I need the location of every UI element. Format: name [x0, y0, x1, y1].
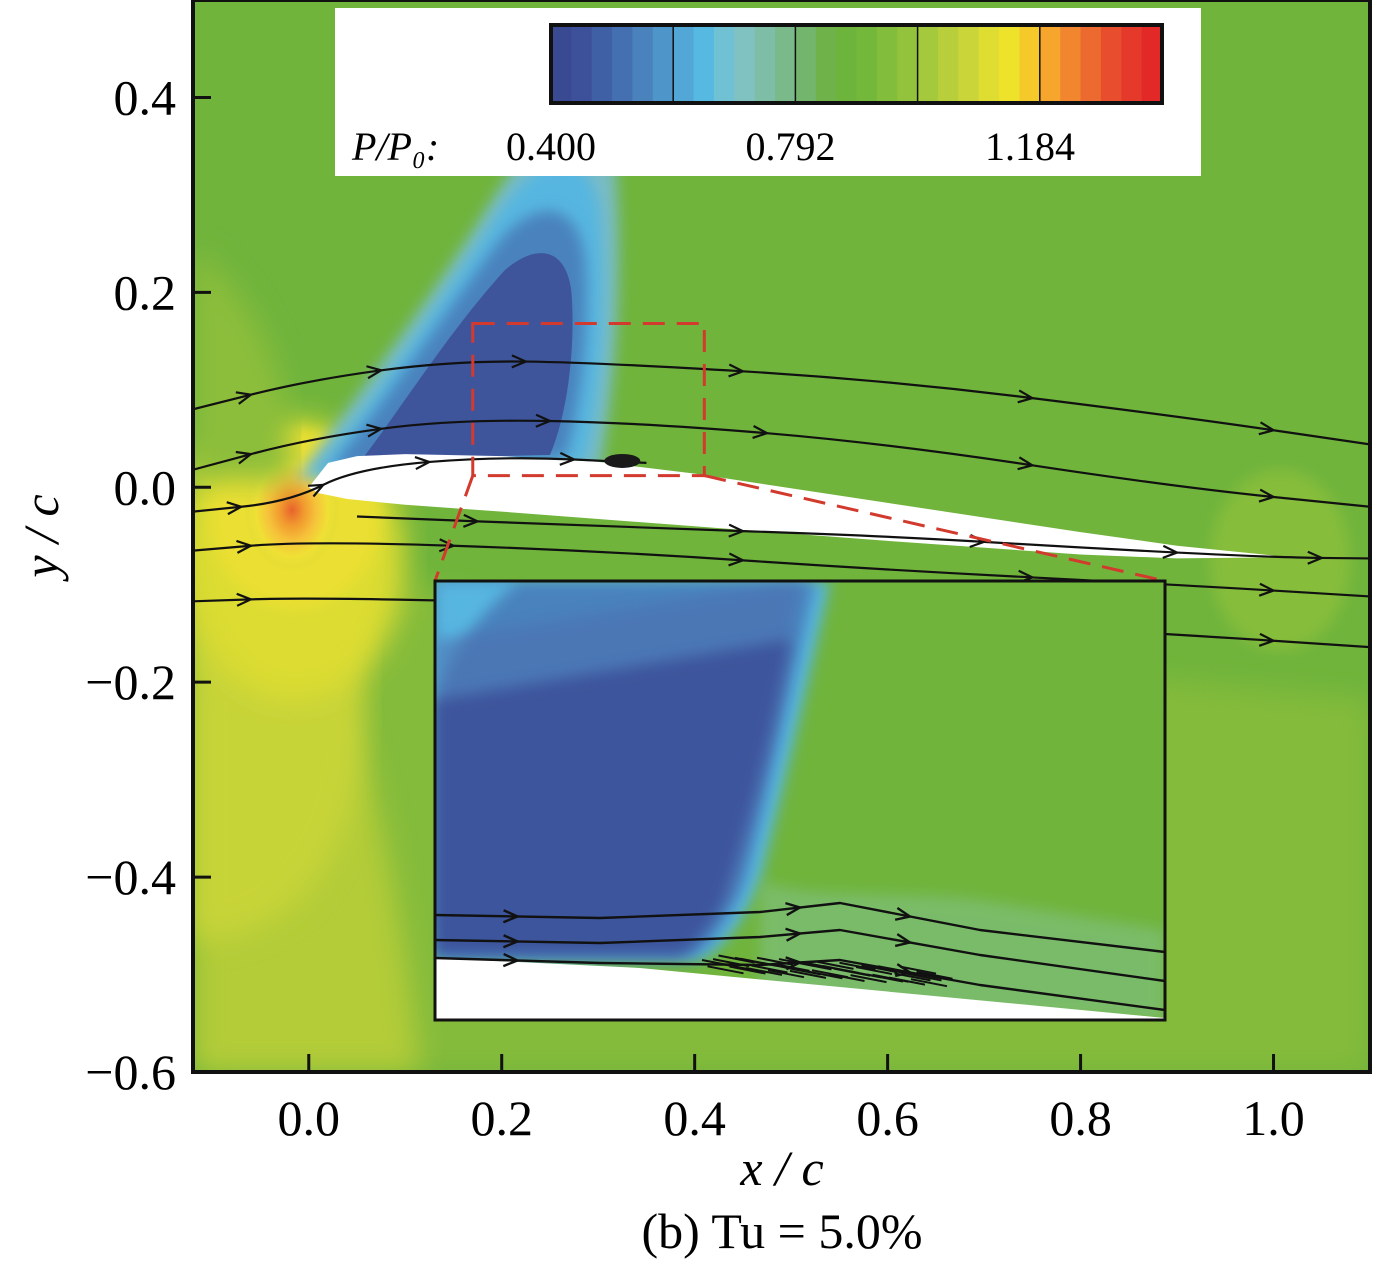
- streamline-arrow: [414, 456, 433, 471]
- colorbar-swatch: [734, 25, 756, 103]
- colorbar-tick-label: 1.184: [985, 124, 1075, 169]
- streamline-arrow: [235, 391, 254, 405]
- separation-bubble: [604, 453, 641, 468]
- plot-frame: [191, 0, 1372, 1074]
- y-axis-label: y / c: [13, 494, 69, 582]
- colorbar-swatch: [591, 25, 613, 103]
- x-axis-label: x / c: [739, 1140, 823, 1196]
- zoom-indicator: [433, 322, 1166, 583]
- x-tick-label: 0.2: [470, 1090, 533, 1146]
- zoom-inset: [433, 579, 1167, 1022]
- colorbar-swatch: [1121, 25, 1143, 103]
- y-tick-label: −0.2: [85, 654, 176, 710]
- colorbar-swatch: [775, 25, 796, 103]
- colorbar-legend: P/P₀: 0.400 0.792 1.184: [335, 8, 1201, 176]
- streamline-arrow: [236, 539, 254, 554]
- x-tick-label: 0.4: [663, 1090, 726, 1146]
- colorbar-swatch: [1039, 25, 1061, 103]
- streamline-arrow: [728, 523, 746, 538]
- streamline-arrow: [1162, 544, 1180, 559]
- streamline-arrow: [1258, 488, 1277, 503]
- colorbar-swatch: [856, 25, 878, 103]
- colorbar-tick-label: 0.400: [506, 124, 596, 169]
- streamline-arrow: [462, 513, 481, 528]
- streamline-arrow: [752, 425, 770, 440]
- x-tick-label: 0.6: [856, 1090, 919, 1146]
- colorbar-swatch: [673, 25, 695, 103]
- streamline-arrow: [1258, 421, 1277, 436]
- colorbar-swatch: [713, 25, 735, 103]
- streamline-arrow: [1258, 582, 1277, 597]
- streamline-arrow: [511, 354, 529, 369]
- colorbar-swatch: [795, 25, 817, 103]
- colorbar-swatch: [958, 25, 980, 103]
- streamline: [193, 457, 647, 513]
- colorbar-swatch: [571, 25, 593, 103]
- streamline-arrow: [1307, 550, 1325, 565]
- streamline-arrow: [236, 592, 254, 607]
- streamline: [193, 419, 1370, 508]
- colorbar-swatch: [754, 25, 776, 103]
- colorbar-tick-label: 0.792: [746, 124, 836, 169]
- streamline-arrow: [235, 450, 254, 465]
- colorbar-swatch: [612, 25, 634, 103]
- colorbar-label: P/P₀:: [351, 124, 439, 169]
- colorbar-swatch: [1141, 25, 1163, 103]
- streamline-arrow: [438, 538, 457, 553]
- y-tick-label: 0.2: [114, 264, 177, 320]
- streamline-arrow: [559, 451, 577, 466]
- x-tick-label: 0.8: [1049, 1090, 1112, 1146]
- colorbar-swatch: [897, 25, 919, 103]
- airfoil: [308, 454, 1274, 559]
- streamline-arrow: [1017, 389, 1036, 404]
- y-tick-label: −0.6: [85, 1044, 176, 1100]
- colorbar-swatch: [917, 25, 939, 103]
- colorbar-swatch: [632, 25, 654, 103]
- streamline-arrow: [366, 423, 384, 438]
- streamline-arrow: [728, 552, 746, 567]
- x-tick-label: 0.0: [278, 1090, 341, 1146]
- streamline-arrow: [535, 413, 553, 428]
- colorbar-swatch: [1060, 25, 1082, 103]
- colorbar-swatch: [693, 25, 715, 103]
- colorbar-swatch: [551, 25, 572, 103]
- colorbar-swatch: [1080, 25, 1102, 103]
- streamline: [193, 360, 1370, 446]
- colorbar-swatch: [1100, 25, 1122, 103]
- x-axis: 0.0 0.2 0.4 0.6 0.8 1.0: [278, 1054, 1305, 1146]
- y-axis: 0.4 0.2 0.0 −0.2 −0.4 −0.6: [85, 69, 211, 1100]
- colorbar-swatch: [652, 25, 674, 103]
- colorbar-swatch: [999, 25, 1021, 103]
- streamline-arrow: [366, 365, 384, 380]
- colorbar-swatch: [937, 25, 959, 103]
- colorbar-swatch: [876, 25, 898, 103]
- streamline-arrow: [307, 483, 326, 498]
- colorbar-swatch: [978, 25, 1000, 103]
- streamline-arrow: [226, 501, 245, 516]
- y-tick-label: 0.0: [114, 459, 177, 515]
- streamline-arrow: [1017, 456, 1036, 471]
- y-tick-label: −0.4: [85, 849, 176, 905]
- streamline-arrow: [1258, 632, 1277, 647]
- figure-caption: (b) Tu = 5.0%: [641, 1203, 922, 1259]
- x-tick-label: 1.0: [1242, 1090, 1305, 1146]
- colorbar-swatch: [836, 25, 858, 103]
- streamline-arrow: [728, 363, 746, 378]
- y-tick-label: 0.4: [114, 69, 177, 125]
- colorbar-swatch: [1019, 25, 1041, 103]
- colorbar-swatch: [815, 25, 837, 103]
